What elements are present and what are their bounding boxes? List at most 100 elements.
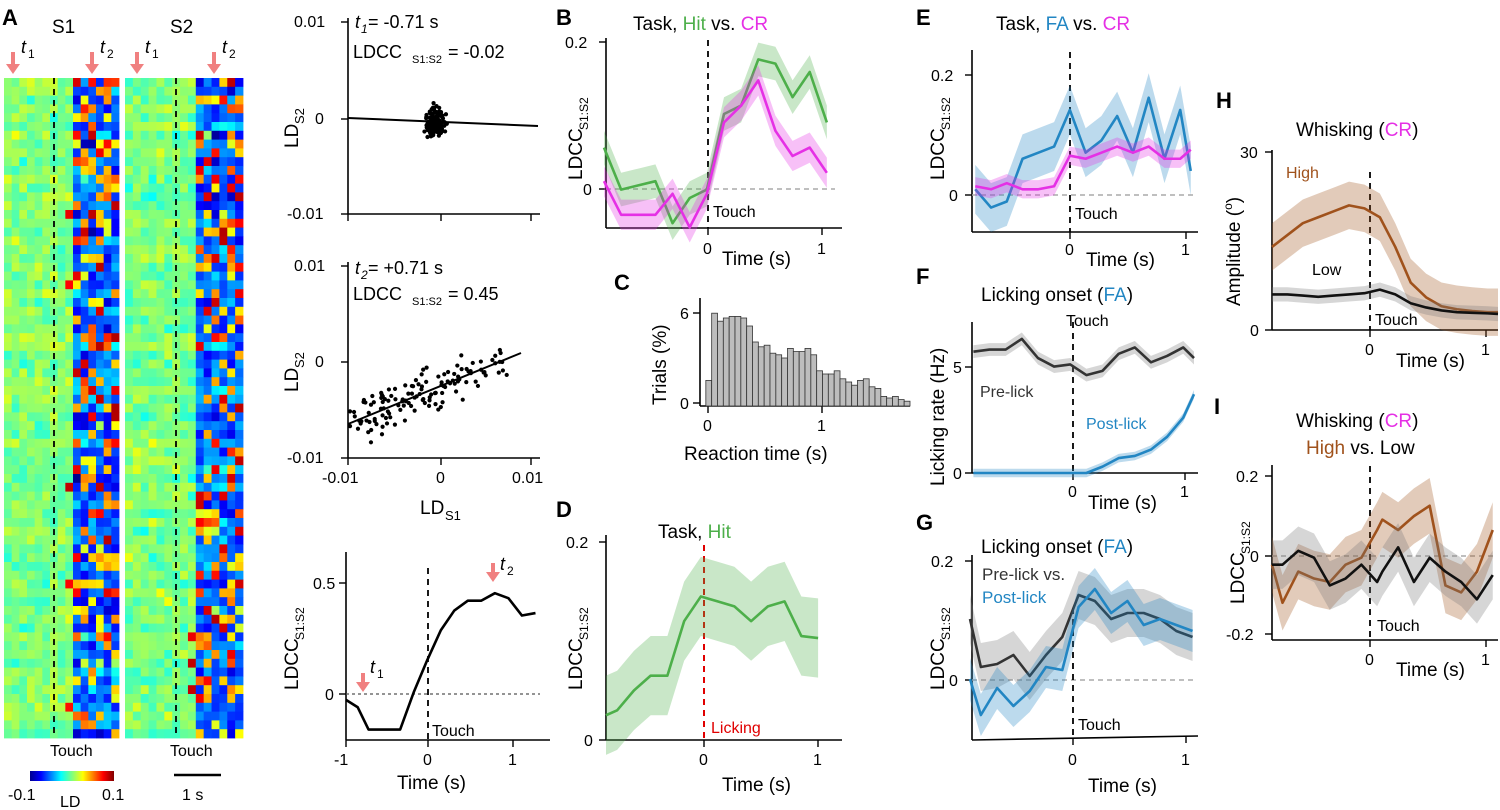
heatmap-cell <box>80 702 89 712</box>
heatmap-cell <box>148 491 157 501</box>
heatmap-cell <box>65 544 74 554</box>
heatmap-cell <box>203 641 212 651</box>
heatmap-cell <box>219 227 228 237</box>
heatmap-cell <box>203 218 212 228</box>
heatmap-cell <box>34 579 43 589</box>
heatmap-cell <box>65 306 74 316</box>
scatter-point <box>380 399 385 405</box>
heatmap-cell <box>140 438 149 448</box>
heatmap-cell <box>19 403 28 413</box>
heatmap-cell <box>203 183 212 193</box>
heatmap-cell <box>11 465 20 475</box>
panel-c-letter: C <box>614 270 630 295</box>
heatmap-cell <box>132 368 142 378</box>
heatmap-cell <box>227 623 236 633</box>
heatmap-cell <box>80 597 89 607</box>
heatmap-cell <box>187 579 197 589</box>
heatmap-cell <box>80 78 89 88</box>
heatmap-cell <box>235 438 244 448</box>
heatmap-cell <box>140 509 149 519</box>
heatmap-cell <box>219 148 228 158</box>
heatmap-cell <box>103 394 112 404</box>
heatmap-cell <box>132 183 142 193</box>
s2-t1-label: t <box>145 37 151 57</box>
heatmap-cell <box>180 491 189 501</box>
scatter1-ytick-top: 0.01 <box>294 14 325 31</box>
heatmap-cell <box>187 201 197 211</box>
heatmap-cell <box>111 447 120 457</box>
heatmap-cell <box>203 122 212 132</box>
heatmap-cell <box>65 104 74 114</box>
heatmap-cell <box>195 130 205 140</box>
heatmap-cell <box>148 430 157 440</box>
heatmap-cell <box>57 465 66 475</box>
heatmap-cell <box>235 474 244 484</box>
heatmap-cell <box>57 544 66 554</box>
heatmap-cell <box>96 254 105 264</box>
panel-a-trace-trace-line <box>345 591 536 731</box>
heatmap-cell <box>4 702 13 712</box>
heatmap-cell <box>172 632 181 642</box>
g-xtick-1: 1 <box>1181 752 1190 769</box>
heatmap-cell <box>42 553 51 563</box>
scatter-point <box>460 397 465 402</box>
heatmap-cell <box>180 588 189 598</box>
heatmap-cell <box>111 289 120 299</box>
heatmap-cell <box>4 535 13 545</box>
heatmap-cell <box>187 482 197 492</box>
heatmap-cell <box>140 588 149 598</box>
heatmap-cell <box>156 95 165 105</box>
heatmap-cell <box>19 210 28 220</box>
scatter-point <box>424 112 429 118</box>
trace-xlabel: Time (s) <box>397 773 466 794</box>
heatmap-cell <box>156 588 165 598</box>
heatmap-cell <box>132 430 142 440</box>
heatmap-cell <box>42 289 51 299</box>
heatmap-cell <box>27 456 36 466</box>
heatmap-cell <box>111 78 120 88</box>
heatmap-cell <box>148 711 157 721</box>
heatmap-cell <box>4 86 13 96</box>
histogram-bar <box>897 399 905 407</box>
heatmap-cell <box>34 130 43 140</box>
heatmap-cell <box>27 166 36 176</box>
heatmap-cell <box>80 650 89 660</box>
heatmap-cell <box>187 456 197 466</box>
heatmap-cell <box>27 544 36 554</box>
panel-h-high-line <box>1271 204 1498 314</box>
heatmap-cell <box>203 403 212 413</box>
histogram-bar <box>886 397 893 407</box>
heatmap-cell <box>88 606 97 616</box>
heatmap-cell <box>164 430 173 440</box>
heatmap-cell <box>140 570 149 580</box>
heatmap-cell <box>187 210 197 220</box>
heatmap-cell <box>65 676 74 686</box>
heatmap-cell <box>11 553 20 563</box>
heatmap-cell <box>88 298 97 308</box>
heatmap-cell <box>140 535 149 545</box>
heatmap-cell <box>27 157 36 167</box>
heatmap-cell <box>80 254 89 264</box>
heatmap-cell <box>235 535 244 545</box>
heatmap-cell <box>34 650 43 660</box>
heatmap-cell <box>140 632 149 642</box>
heatmap-cell <box>42 544 51 554</box>
heatmap-cell <box>235 210 244 220</box>
heatmap-cell <box>80 280 89 290</box>
heatmap-cell <box>227 130 236 140</box>
heatmap-cell <box>65 210 74 220</box>
heatmap-cell <box>219 342 228 352</box>
heatmap-cell <box>172 641 181 651</box>
heatmap-cell <box>34 597 43 607</box>
heatmap-cell <box>195 658 205 668</box>
heatmap-cell <box>180 394 189 404</box>
heatmap-cell <box>27 676 36 686</box>
heatmap-cell <box>65 166 74 176</box>
heatmap-cell <box>164 553 173 563</box>
heatmap-cell <box>187 509 197 519</box>
panel-h-title: Whisking (CR) <box>1296 120 1418 141</box>
heatmap-cell <box>211 157 220 167</box>
histogram-bar <box>822 373 829 407</box>
heatmap-cell <box>180 667 189 677</box>
heatmap-cell <box>235 236 244 246</box>
